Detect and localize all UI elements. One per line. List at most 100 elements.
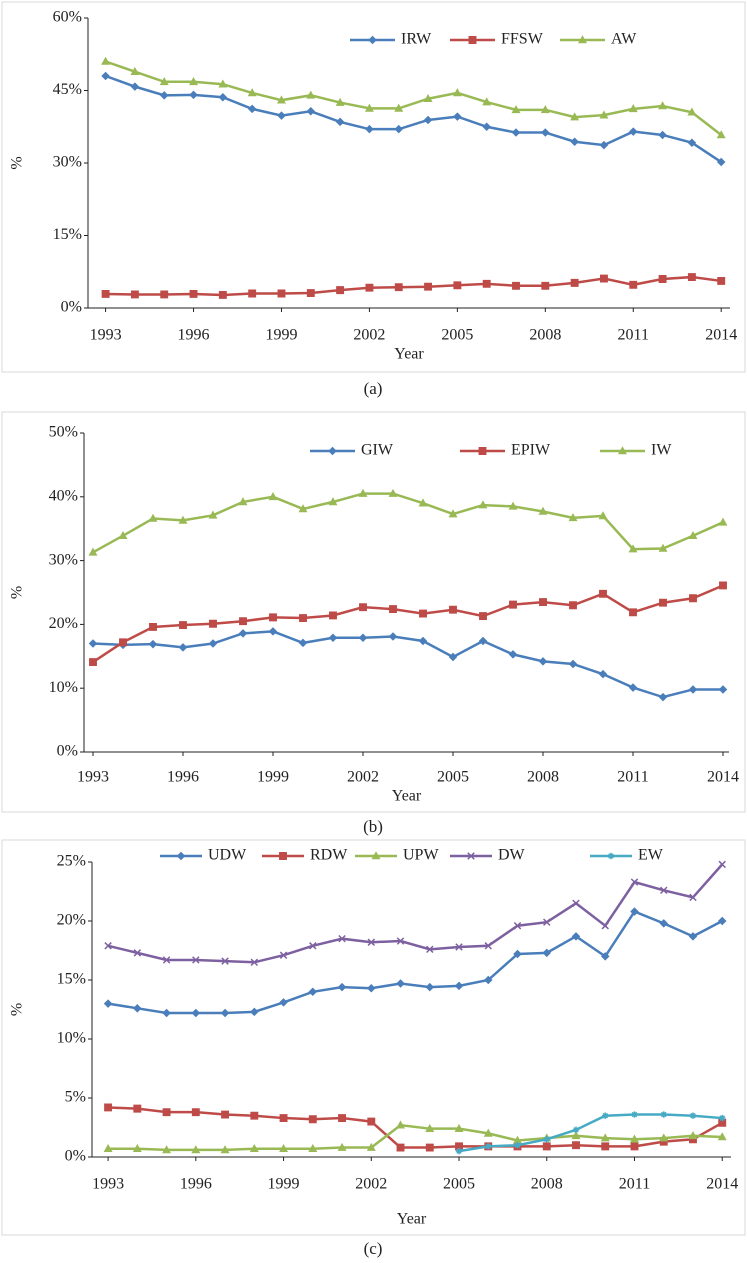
marker [630,1134,639,1143]
marker [306,90,316,99]
legend-label: EPIW [511,442,551,459]
legend-marker [371,851,381,860]
marker [542,948,552,958]
marker [268,492,278,501]
marker [329,611,337,620]
marker [191,1108,200,1117]
y-tick-label: 0% [65,1148,86,1165]
x-tick-label: 2014 [706,1176,738,1193]
legend-label: IRW [401,31,432,48]
marker [716,130,726,139]
y-axis-label: % [9,1003,26,1016]
y-tick-label: 30% [53,154,82,171]
marker [631,1111,638,1118]
marker [628,127,638,136]
marker [689,1112,697,1119]
marker [630,878,639,886]
marker [719,1114,726,1122]
marker [599,140,609,150]
marker [101,56,111,65]
marker [423,93,433,103]
y-tick-label: 60% [53,9,82,26]
marker [162,1145,172,1154]
marker [718,860,726,869]
marker [570,112,580,121]
marker [130,290,139,299]
marker [298,638,308,648]
marker [659,598,667,607]
marker [148,639,158,649]
marker [509,600,517,609]
marker [396,937,405,945]
legend-marker [578,35,587,44]
marker [250,958,259,967]
series-line [107,863,724,964]
y-tick-label: 0% [57,743,78,760]
marker [485,1143,492,1150]
marker [191,1145,201,1154]
marker [394,103,404,112]
marker [454,981,464,991]
x-tick-label: 1999 [268,1176,300,1193]
series-line [108,1123,723,1152]
legend-label: UPW [403,847,439,864]
marker [367,1117,376,1126]
x-tick-label: 2005 [441,327,473,344]
y-axis-label: % [9,586,26,599]
marker [394,283,403,292]
marker [279,1143,289,1153]
marker [328,633,338,643]
marker [364,103,374,112]
x-tick-label: 2011 [617,769,648,786]
marker [454,1123,464,1132]
marker [571,1131,581,1140]
marker [335,117,345,127]
marker [513,949,522,959]
marker [449,605,457,614]
marker [570,278,579,287]
x-tick-label: 1999 [265,327,297,344]
marker [572,899,580,908]
marker [367,938,376,946]
marker [149,623,157,631]
marker [687,107,697,116]
y-tick-label: 15% [53,226,82,243]
marker [365,283,374,292]
marker [688,530,698,540]
marker [218,93,228,102]
marker [452,88,462,97]
x-tick-label: 2002 [355,1176,387,1193]
marker [299,614,307,622]
marker [338,1114,346,1123]
marker [418,498,428,507]
marker [630,1142,639,1151]
legend-marker [176,851,186,861]
marker [247,104,257,114]
marker [130,66,140,75]
legend-label: UDW [208,847,247,864]
marker [599,110,609,119]
marker [119,638,127,647]
x-tick-label: 1996 [178,327,210,344]
marker [159,77,169,86]
marker [220,1145,230,1154]
y-axis-label: % [9,156,26,169]
marker [338,934,346,943]
marker [418,636,428,646]
marker [239,617,247,626]
marker [335,97,345,106]
x-tick-label: 2008 [527,769,559,786]
marker [600,952,610,961]
x-tick-label: 1993 [92,1176,124,1193]
x-tick-label: 1996 [167,769,199,786]
marker [208,510,218,519]
marker [189,77,199,86]
marker [248,289,257,298]
x-tick-label: 1996 [180,1176,212,1193]
marker [568,659,578,669]
marker [160,290,169,299]
marker [89,658,97,666]
marker [600,1133,610,1142]
marker [628,544,638,553]
